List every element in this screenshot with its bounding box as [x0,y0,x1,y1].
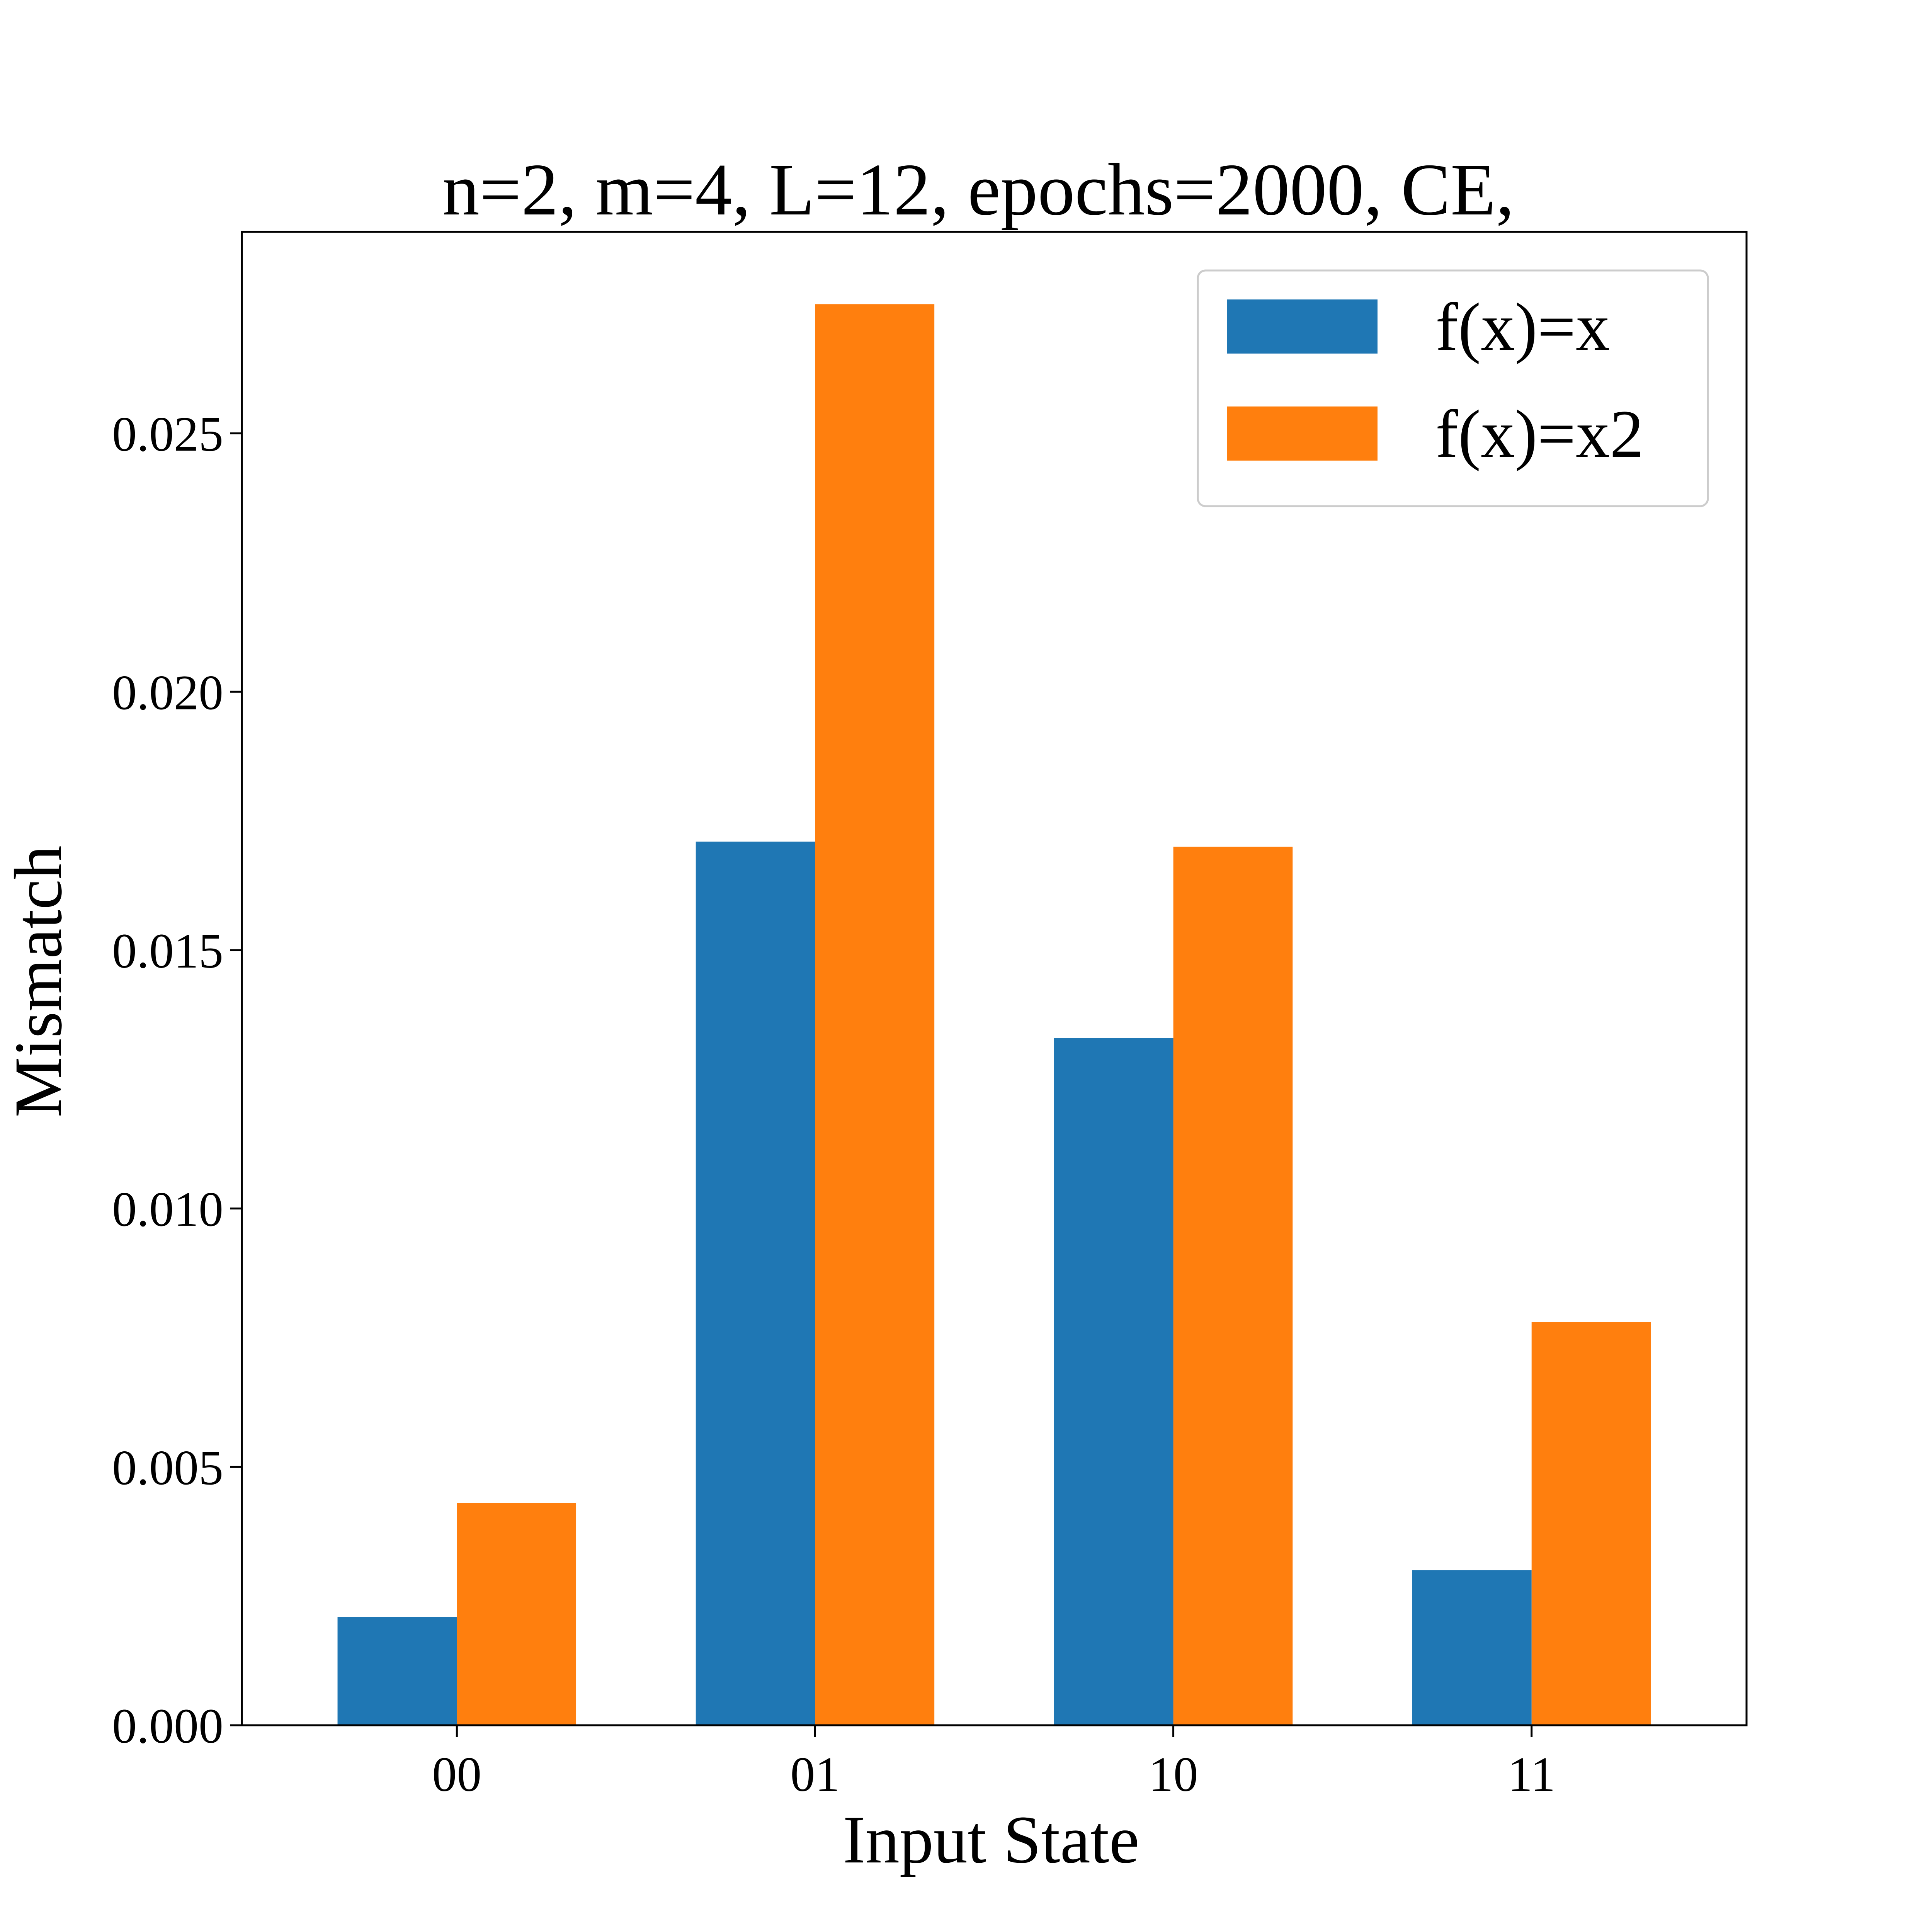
y-tick-label: 0.020 [112,665,223,720]
y-ticks-group: 0.000 0.005 0.010 0.015 0.020 0.025 [112,407,242,1753]
legend-swatch-2 [1227,406,1378,461]
legend: f(x)=x f(x)=x2 [1197,269,1709,507]
bar-fx-x-00 [337,1617,457,1725]
bars-group [337,304,1651,1725]
y-tick-label: 0.000 [112,1699,223,1753]
bar-fx-x2-11 [1531,1322,1651,1725]
x-tick-label: 10 [1149,1747,1198,1802]
bar-fx-x2-00 [457,1503,577,1725]
legend-swatch-1 [1227,299,1378,354]
bar-fx-x-10 [1054,1038,1173,1725]
bar-fx-x2-10 [1173,847,1293,1725]
y-tick-label: 0.010 [112,1182,223,1237]
y-tick-label: 0.005 [112,1440,223,1495]
x-ticks-group: 00 01 10 11 [432,1725,1555,1802]
x-axis-label: Input State [843,1802,1139,1878]
legend-label-2: f(x)=x2 [1435,396,1644,472]
bar-fx-x-01 [696,842,815,1725]
plot-frame [241,231,1748,1726]
x-tick-label: 01 [790,1747,840,1802]
x-tick-label: 00 [432,1747,481,1802]
y-tick-label: 0.015 [112,923,223,978]
bar-fx-x2-01 [815,304,935,1725]
bar-fx-x-11 [1412,1570,1532,1725]
chart-title: n=2, m=4, L=12, epochs=2000, CE, [442,148,1514,231]
y-tick-label: 0.025 [112,407,223,462]
y-axis-label: Mismatch [1,845,76,1117]
x-tick-label: 11 [1508,1747,1555,1802]
legend-label-1: f(x)=x [1435,289,1610,365]
